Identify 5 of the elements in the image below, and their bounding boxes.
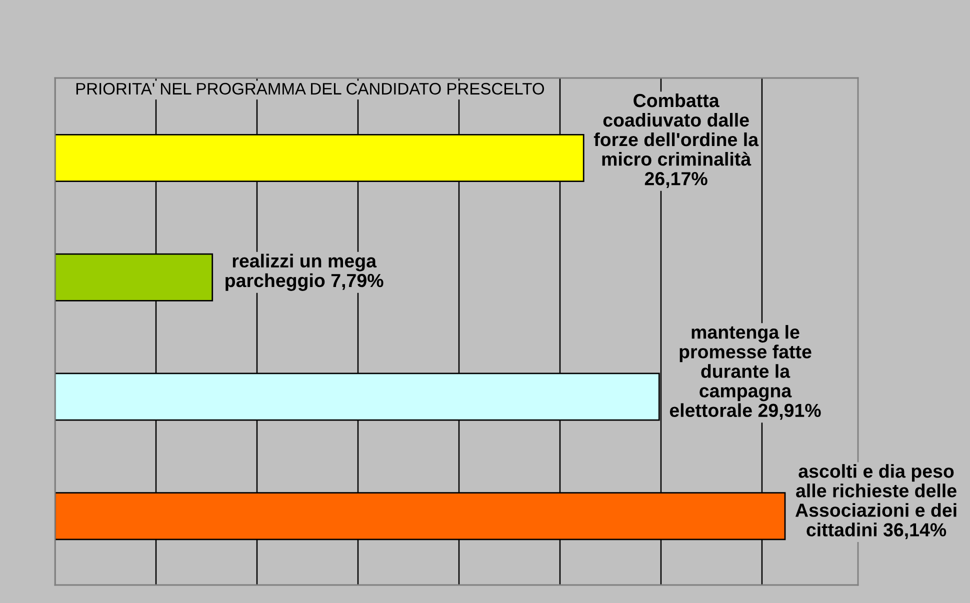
data-label: realizzi un mega parcheggio 7,79% [226, 254, 384, 291]
chart-title: PRIORITA' NEL PROGRAMMA DEL CANDIDATO PRESCELTO [76, 82, 544, 95]
data-label: Combatta coadiuvato dalle forze dell'ordine la micro criminalità 26,17% [594, 93, 759, 188]
data-label: ascolti e dia peso alle richieste delle Associazioni e dei cittadini 36,14% [795, 464, 956, 540]
data-label: mantenga le promesse fatte durante la campagna elettorale 29,91% [670, 325, 821, 420]
